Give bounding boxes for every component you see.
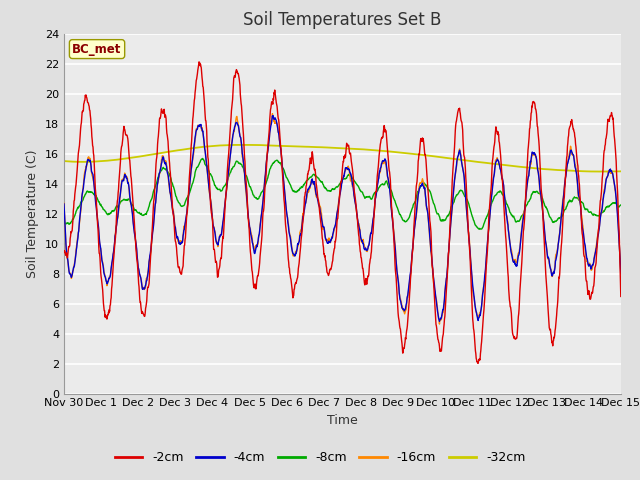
-4cm <box>568 150 576 156</box>
-4cm <box>279 169 287 175</box>
-8cm <box>279 166 287 171</box>
-2cm <box>474 360 482 366</box>
-16cm <box>520 208 528 214</box>
-4cm <box>269 113 277 119</box>
Line: -16cm: -16cm <box>64 114 621 324</box>
-16cm <box>183 208 191 214</box>
Title: Soil Temperatures Set B: Soil Temperatures Set B <box>243 11 442 29</box>
-2cm <box>183 210 191 216</box>
-32cm <box>617 168 625 174</box>
-16cm <box>617 269 625 275</box>
Line: -4cm: -4cm <box>64 116 621 321</box>
-4cm <box>520 211 528 217</box>
-16cm <box>279 172 287 178</box>
-4cm <box>292 249 300 255</box>
-2cm <box>279 178 287 183</box>
-32cm <box>593 168 601 174</box>
-16cm <box>60 200 68 206</box>
-8cm <box>520 209 528 215</box>
-2cm <box>292 279 300 285</box>
-32cm <box>428 153 436 159</box>
Line: -8cm: -8cm <box>64 158 621 229</box>
Y-axis label: Soil Temperature (C): Soil Temperature (C) <box>26 149 39 278</box>
-8cm <box>428 196 436 202</box>
-2cm <box>60 248 68 253</box>
-4cm <box>183 209 191 215</box>
Text: BC_met: BC_met <box>72 43 122 56</box>
-16cm <box>428 263 436 268</box>
-8cm <box>568 199 576 204</box>
-32cm <box>292 144 300 149</box>
-32cm <box>60 158 68 164</box>
-32cm <box>234 142 242 148</box>
-8cm <box>60 218 68 224</box>
-8cm <box>198 156 206 161</box>
-32cm <box>520 164 527 170</box>
-16cm <box>269 111 276 117</box>
-8cm <box>292 189 300 195</box>
Line: -2cm: -2cm <box>64 62 621 363</box>
-2cm <box>520 221 528 227</box>
-4cm <box>436 318 444 324</box>
-2cm <box>617 294 625 300</box>
-4cm <box>60 201 68 207</box>
Legend: -2cm, -4cm, -8cm, -16cm, -32cm: -2cm, -4cm, -8cm, -16cm, -32cm <box>109 446 531 469</box>
-2cm <box>195 59 203 65</box>
-8cm <box>183 195 191 201</box>
-8cm <box>617 202 625 208</box>
Line: -32cm: -32cm <box>64 145 621 171</box>
-32cm <box>279 143 287 149</box>
-4cm <box>617 271 625 276</box>
X-axis label: Time: Time <box>327 414 358 427</box>
-16cm <box>568 152 576 157</box>
-32cm <box>183 146 191 152</box>
-32cm <box>568 168 575 174</box>
-8cm <box>476 226 483 232</box>
-4cm <box>428 260 436 265</box>
-16cm <box>436 321 444 327</box>
-2cm <box>428 263 436 268</box>
-2cm <box>568 120 576 126</box>
-16cm <box>292 250 300 255</box>
